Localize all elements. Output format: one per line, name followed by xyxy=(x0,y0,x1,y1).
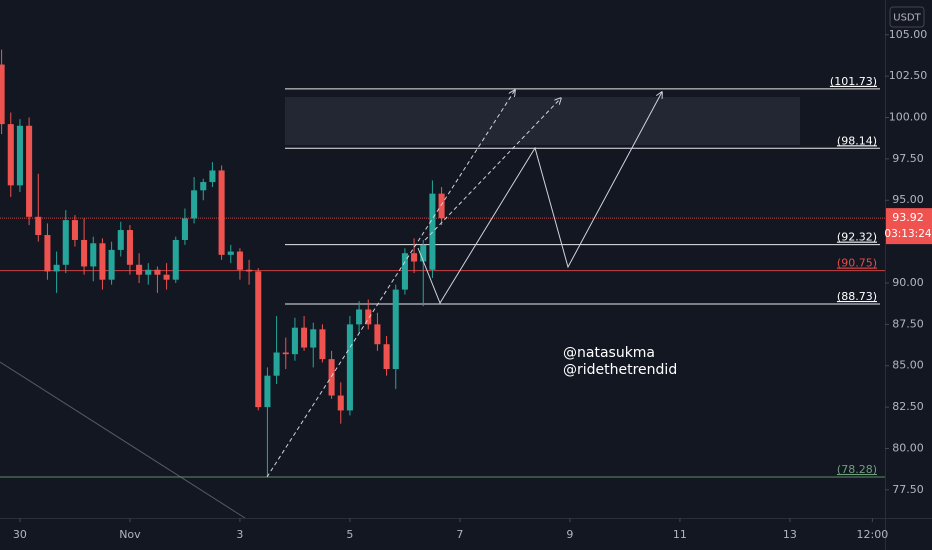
last-price-tag xyxy=(886,208,932,245)
candle-body xyxy=(365,309,372,325)
candle-body xyxy=(291,327,298,355)
candles xyxy=(0,49,445,477)
y-tick-label: 102.50 xyxy=(889,69,928,82)
y-tick-label: 97.50 xyxy=(892,152,924,165)
drawings: @natasukma @ridethetrendid xyxy=(266,90,677,478)
level-label: (101.73) xyxy=(830,75,877,88)
candle-body xyxy=(62,220,69,265)
level-label: (92.32) xyxy=(837,231,877,244)
trend-line xyxy=(0,361,246,518)
y-tick-label: 95.00 xyxy=(892,193,924,206)
candle-body xyxy=(273,352,280,376)
last-price-label: 93.92 xyxy=(892,211,924,224)
candle-body xyxy=(255,271,262,408)
plot-area xyxy=(0,97,800,518)
y-tick-label: 80.00 xyxy=(892,441,924,454)
candle-body xyxy=(438,193,445,219)
candle-body xyxy=(282,352,289,355)
y-tick-label: 77.50 xyxy=(892,483,924,496)
candle-body xyxy=(374,324,381,345)
level-label: (88.73) xyxy=(837,290,877,303)
y-tick-label: 85.00 xyxy=(892,359,924,372)
candle-body xyxy=(301,327,308,348)
candle-body xyxy=(383,344,390,370)
candle-body xyxy=(411,253,418,262)
currency: USDT xyxy=(893,13,921,24)
path-projection xyxy=(417,92,662,305)
candle-body xyxy=(99,243,106,280)
candle-body xyxy=(163,274,170,280)
x-tick-label: 5 xyxy=(346,528,353,541)
level-label: (78.28) xyxy=(837,463,877,476)
annotation: @ridethetrendid xyxy=(563,362,677,378)
x-tick-label: Nov xyxy=(119,528,141,541)
candle-body xyxy=(392,289,399,370)
candle-body xyxy=(154,269,161,275)
candle-body xyxy=(310,329,317,348)
candle-body xyxy=(356,309,363,325)
candle-body xyxy=(35,216,42,236)
candle-body xyxy=(346,324,353,411)
candle-body xyxy=(0,64,5,125)
candle-body xyxy=(136,264,143,275)
x-tick-label: 9 xyxy=(566,528,573,541)
candle-body xyxy=(172,239,179,280)
candle-body xyxy=(246,269,253,272)
currency-box xyxy=(889,6,925,28)
y-tick-label: 87.50 xyxy=(892,317,924,330)
zone xyxy=(285,97,800,145)
y-tick-label: 82.50 xyxy=(892,400,924,413)
candle-body xyxy=(337,395,344,411)
candle-body xyxy=(209,170,216,183)
dashed-projection xyxy=(424,98,561,241)
x-tick-label: 13 xyxy=(783,528,797,541)
candle-body xyxy=(26,125,33,217)
level-label: (98.14) xyxy=(837,134,877,147)
candle-body xyxy=(126,230,133,265)
candle-body xyxy=(7,124,14,186)
y-tick-label: 105.00 xyxy=(889,28,928,41)
candle-body xyxy=(401,253,408,290)
candle-body xyxy=(71,220,78,240)
x-tick-label: 11 xyxy=(673,528,687,541)
candle-body xyxy=(181,218,188,240)
candle-body xyxy=(44,235,51,272)
candle-body xyxy=(117,230,124,250)
candle-body xyxy=(319,329,326,360)
candle-body xyxy=(429,193,436,270)
x-tick-label: 7 xyxy=(456,528,463,541)
candle-body xyxy=(218,170,225,255)
candle-body xyxy=(108,249,115,280)
x-tick-label: 3 xyxy=(236,528,243,541)
candle-body xyxy=(145,269,152,275)
countdown: 03:13:24 xyxy=(884,228,931,240)
candle-body xyxy=(264,375,271,408)
candle-body xyxy=(191,190,198,219)
x-tick-label: 30 xyxy=(13,528,27,541)
y-tick-label: 90.00 xyxy=(892,276,924,289)
annotation: @natasukma xyxy=(563,345,655,361)
candle-body xyxy=(200,182,207,191)
candle-body xyxy=(328,359,335,396)
candle-body xyxy=(90,243,97,267)
y-tick-label: 100.00 xyxy=(889,111,928,124)
candle-body xyxy=(420,244,427,262)
x-tick-label: 12:00 xyxy=(857,528,889,541)
candle-body xyxy=(81,239,88,267)
candle-body xyxy=(53,264,60,272)
candle-body xyxy=(227,251,234,255)
level-label: (90.75) xyxy=(837,257,877,270)
axes: 77.50 80.00 82.50 85.00 87.50 90.00 95.00 97.50… xyxy=(13,28,932,541)
candle-body xyxy=(16,125,23,186)
candle-body xyxy=(236,251,243,270)
